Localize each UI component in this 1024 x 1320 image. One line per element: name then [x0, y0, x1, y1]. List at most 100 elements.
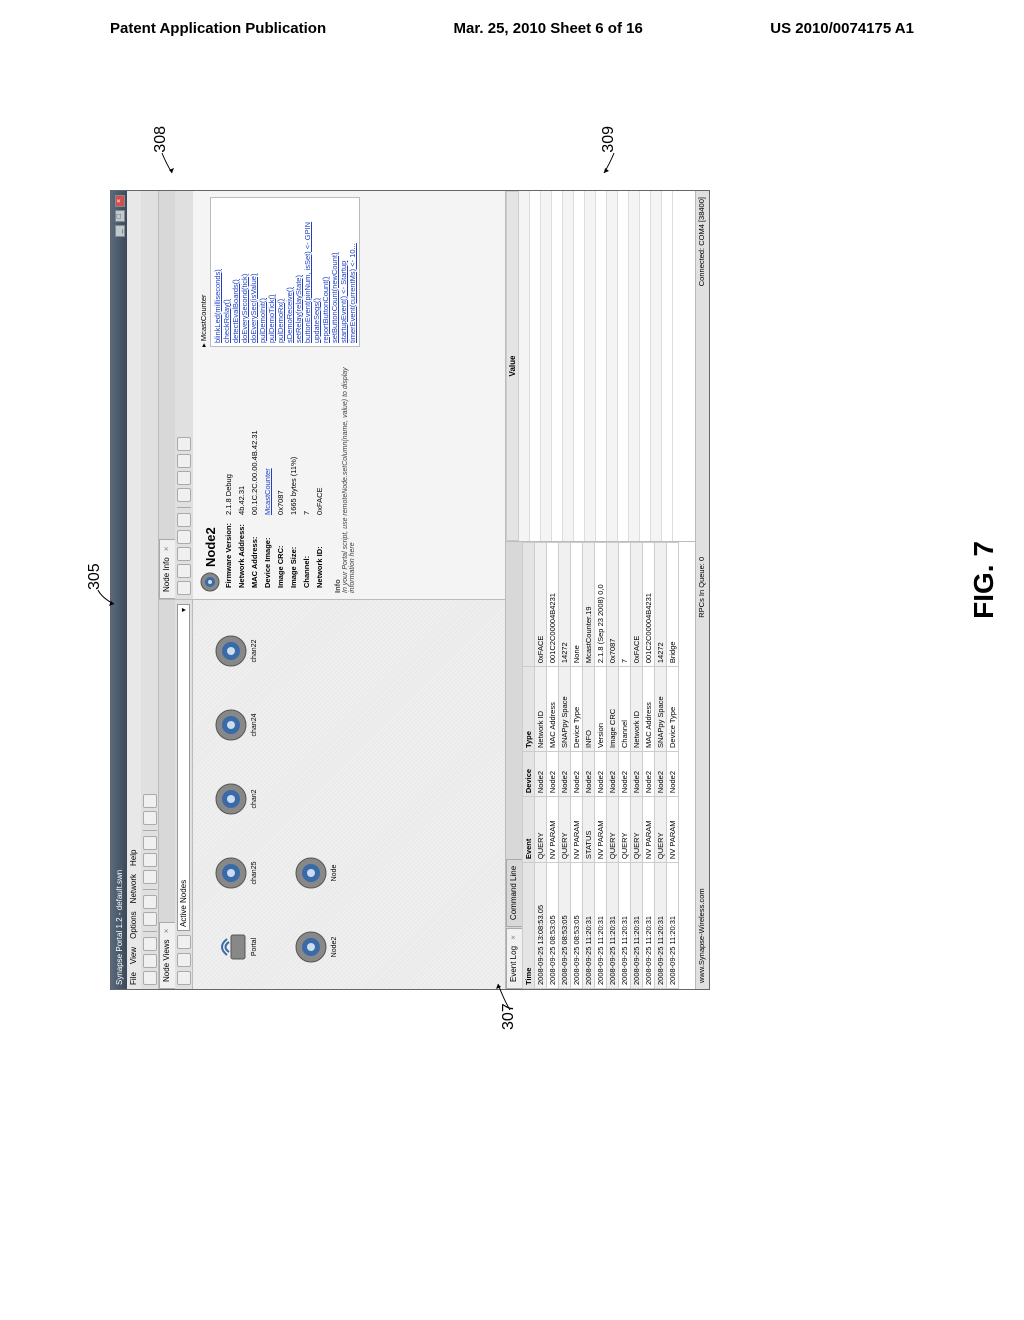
function-link[interactable]: doEverySecond(tick) [240, 200, 249, 344]
ri-info-icon[interactable] [177, 488, 191, 502]
close-icon[interactable]: × [162, 546, 171, 551]
ri-delete-icon[interactable] [177, 454, 191, 468]
node-node2[interactable]: Node2 [293, 921, 338, 973]
tb-open-icon[interactable] [143, 954, 157, 968]
event-log-table: TimeEventDeviceType 2008-09-25 13:08:53.… [522, 542, 679, 989]
value-row [596, 191, 607, 541]
function-link[interactable]: pulDemoRx() [276, 200, 285, 344]
tb-sep [143, 889, 157, 890]
tb-refresh-icon[interactable] [143, 811, 157, 825]
node-node[interactable]: Node [293, 847, 338, 899]
tab-node-views[interactable]: Node Views × [159, 922, 175, 989]
close-button[interactable]: × [115, 195, 125, 207]
tb-settings-icon[interactable] [143, 794, 157, 808]
header-right: US 2010/0074175 A1 [770, 20, 914, 37]
node-chan22[interactable]: chan22 [213, 625, 258, 677]
tab-node-info[interactable]: Node Info × [159, 539, 175, 599]
view-icon[interactable] [177, 971, 191, 985]
value-row [585, 191, 596, 541]
tb-connect-icon[interactable] [143, 912, 157, 926]
table-row[interactable]: 2008-09-25 11:20:31QUERYNode2Channel7 [619, 543, 631, 989]
node-chan24[interactable]: chan24 [213, 699, 258, 751]
node-label: Portal [251, 921, 258, 973]
table-row[interactable]: 2008-09-25 11:20:31NV PARAMNode2Version2… [595, 543, 607, 989]
table-row[interactable]: 2008-09-25 08:53:05QUERYNode2SNAPpy Spac… [559, 543, 571, 989]
menu-file[interactable]: File [129, 972, 139, 985]
ri-refresh-icon[interactable] [177, 581, 191, 595]
menu-network[interactable]: Network [129, 874, 139, 903]
view-list-icon[interactable] [177, 953, 191, 967]
figure-label: FIG. 7 [968, 541, 1000, 619]
function-link[interactable]: setButtonCount(newCount) [330, 200, 339, 344]
ri-erase-icon[interactable] [177, 530, 191, 544]
table-row[interactable]: 2008-09-25 08:53:05NV PARAMNode2Device T… [571, 543, 583, 989]
col-device[interactable]: Device [523, 752, 535, 797]
function-link[interactable]: startupEvent() <- Startup [339, 200, 348, 344]
table-row[interactable]: 2008-09-25 11:20:31NV PARAMNode2MAC Addr… [643, 543, 655, 989]
tb-save-icon[interactable] [143, 937, 157, 951]
close-icon[interactable]: × [509, 935, 518, 940]
table-row[interactable]: 2008-09-25 11:20:31STATUSNode2INFOMcastC… [583, 543, 595, 989]
ri-reboot-icon[interactable] [177, 513, 191, 527]
function-link[interactable]: pulDemoInit() [258, 200, 267, 344]
device-icon [213, 929, 249, 965]
active-nodes-dropdown[interactable]: Active Nodes ▾ [177, 604, 190, 931]
table-row[interactable]: 2008-09-25 08:53:05NV PARAMNode2MAC Addr… [547, 543, 559, 989]
function-link[interactable]: updateSegs() [312, 200, 321, 344]
table-row[interactable]: 2008-09-25 11:20:31QUERYNode2Image CRC0x… [607, 543, 619, 989]
value-pane: Value [506, 191, 695, 541]
tab-command-line[interactable]: Command Line [506, 859, 522, 927]
tb-disconnect-icon[interactable] [143, 895, 157, 909]
ri-upload-icon[interactable] [177, 564, 191, 578]
node-label: chan24 [251, 699, 258, 751]
node-chan2[interactable]: chan2 [213, 773, 258, 825]
col-event[interactable]: Event [523, 797, 535, 863]
menu-view[interactable]: View [129, 947, 139, 964]
minimize-button[interactable]: _ [115, 225, 125, 237]
ri-config-icon[interactable] [177, 471, 191, 485]
node-icon [199, 571, 221, 593]
table-row[interactable]: 2008-09-25 11:20:31QUERYNode2SNAPpy Spac… [655, 543, 667, 989]
tb-stop-icon[interactable] [143, 836, 157, 850]
function-link[interactable]: checkRelay() [222, 200, 231, 344]
function-link[interactable]: setRelay(relayState) [294, 200, 303, 344]
tb-pause-icon[interactable] [143, 853, 157, 867]
tb-new-icon[interactable] [143, 971, 157, 985]
col-value[interactable] [523, 543, 535, 667]
function-link[interactable]: detectEvalBoards() [231, 200, 240, 344]
function-link[interactable]: blinkLed(milliseconds) [213, 200, 222, 344]
function-link[interactable]: doEverySec(isValue) [249, 200, 258, 344]
maximize-button[interactable]: □ [115, 210, 125, 222]
function-link[interactable]: pulDemoTick() [267, 200, 276, 344]
tb-sep [143, 931, 157, 932]
node-chan25[interactable]: chan25 [213, 847, 258, 899]
menu-options[interactable]: Options [129, 911, 139, 939]
ri-download-icon[interactable] [177, 547, 191, 561]
function-link[interactable]: timerEvent(currentMs) <- 10... [348, 200, 357, 344]
function-list[interactable]: blinkLed(milliseconds)checkRelay()detect… [210, 197, 360, 347]
callout-307: 307 [500, 1003, 518, 1030]
close-icon[interactable]: × [162, 929, 171, 934]
ri-ping-icon[interactable] [177, 437, 191, 451]
statusbar: www.Synapse-Wireless.com RPCs In Queue: … [695, 191, 709, 989]
info-value: 0x7087 [275, 427, 286, 518]
window-title: Synapse Portal 1.2 - default.swn [115, 870, 124, 985]
view-grid-icon[interactable] [177, 935, 191, 949]
node-info-table: Firmware Version:2.1.8 DebugNetwork Addr… [221, 425, 327, 593]
col-type[interactable]: Type [523, 667, 535, 752]
info-key: Device Image: [262, 520, 273, 591]
function-link[interactable]: reportButtonCount() [321, 200, 330, 344]
tb-play-icon[interactable] [143, 870, 157, 884]
node-label: chan2 [251, 773, 258, 825]
function-link[interactable]: buttonEvent(pinNum, isSet) <- GPIN [303, 200, 312, 344]
col-time[interactable]: Time [523, 863, 535, 989]
table-row[interactable]: 2008-09-25 11:20:31NV PARAMNode2Device T… [667, 543, 679, 989]
function-link[interactable]: sDemoReceive() [285, 200, 294, 344]
tab-event-log[interactable]: Event Log × [506, 928, 522, 989]
table-row[interactable]: 2008-09-25 11:20:31QUERYNode2Network ID0… [631, 543, 643, 989]
node-portal[interactable]: Portal [213, 921, 258, 973]
device-icon [213, 633, 249, 669]
table-row[interactable]: 2008-09-25 13:08:53.05QUERYNode2Network … [535, 543, 547, 989]
menu-help[interactable]: Help [129, 850, 139, 866]
info-value: 1665 bytes (11%) [288, 427, 299, 518]
